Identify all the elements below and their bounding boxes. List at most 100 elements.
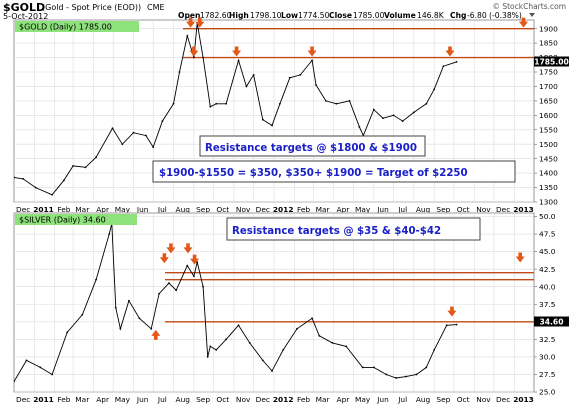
silver-price-point [186,264,189,267]
gold-price-point [324,99,327,102]
gold-price-point [51,193,53,196]
chg-label: Chg [450,11,466,20]
gold-price-point [372,108,375,111]
silver-x-tick-label: Jul [157,395,167,404]
chevron-down-icon[interactable] [529,13,535,17]
gold-price-point [348,99,351,102]
gold-price-point [261,118,264,121]
gold-y-tick-label: 1750 [539,68,558,77]
silver-price-point [361,366,364,369]
silver-price-point [405,375,407,378]
down-arrow-icon [190,254,200,265]
gold-last-price-bg [534,56,569,67]
silver-x-axis: Dec 2011 Feb Mar Apr May Jun Jul Aug Sep Oct Nov Dec… [16,395,534,404]
gold-x-tick-label: Apr [96,205,110,214]
silver-price-point [202,285,204,288]
silver-price-point [119,327,122,330]
down-arrow-icon [183,243,193,254]
gold-x-tick-label: Oct [457,205,470,214]
gold-price-point [245,85,248,88]
gold-x-tick-label: Dec [256,205,270,214]
gold-x-tick-label: Oct [216,205,229,214]
volume-label: Volume [384,11,416,20]
gold-price-point [358,125,361,128]
gold-annotation-1: Resistance targets @ $1800 & $1900 [205,143,417,154]
gold-price-point [111,127,114,130]
gold-y-tick-label: 1550 [539,125,558,134]
gold-price-point [311,59,313,62]
silver-price-point [108,233,111,235]
silver-price-point [138,317,141,320]
silver-annotation: Resistance targets @ $35 & $40-$42 [232,226,441,237]
gold-x-tick-label: Jul [157,205,167,214]
silver-legend-text: $SILVER (Daily) 34.60 [19,216,106,225]
up-arrow-icon [151,329,161,340]
silver-x-tick-label: 2011 [33,395,54,404]
silver-y-tick-label: 37.5 [539,300,556,309]
silver-y-tick-label: 42.5 [539,265,556,274]
silver-price-point [331,341,334,344]
gold-price-point [72,164,74,167]
silver-legend-box [15,214,137,225]
down-arrow-icon [186,17,196,28]
gold-x-tick-label: Jun [376,205,389,214]
gold-price-point [252,73,255,76]
gold-x-tick-label: Aug [176,205,191,214]
chg-value: -6.80 (-0.38%) [467,11,522,20]
gold-price-point [442,65,445,68]
gold-y-axis: 1300 1350 1400 1450 1500 1550 1600 1650 1700 1750… [534,24,558,207]
silver-price-point [395,377,398,379]
down-arrow-icon [447,306,457,317]
exchange-label: CME [147,3,165,12]
gold-x-tick-label: Dec [496,205,510,214]
silver-y-tick-label: 40.0 [539,282,556,291]
gold-x-tick-label: Dec [16,205,30,214]
gold-x-tick-label: Feb [297,205,310,214]
gold-price-point [34,186,37,189]
silver-x-tick-label: Apr [337,395,351,404]
down-arrow-icon [515,252,525,263]
gold-price-point [209,105,212,108]
gold-price-point [178,71,181,73]
gold-annotation-2-box [152,160,516,183]
gold-x-tick-label: 2012 [273,205,294,214]
gold-price-point [95,156,97,159]
gold-price-point [401,120,404,123]
close-label: Close [329,11,352,20]
gold-x-tick-label: Nov [476,205,491,214]
gold-price-point [237,59,240,62]
down-arrow-icon [166,243,176,254]
gold-price-point [22,177,25,180]
silver-x-tick-label: Feb [57,395,70,404]
silver-x-tick-label: Aug [176,395,191,404]
gold-price-point [288,76,291,79]
silver-x-tick-label: Jun [376,395,389,404]
gold-x-tick-label: Sep [196,205,210,214]
silver-price-point [445,324,448,327]
silver-annotation-box [226,217,481,241]
silver-last-price: 34.60 [539,318,563,327]
silver-x-tick-label: Apr [96,395,110,404]
down-arrow-icon [232,46,242,57]
gold-price-points [14,21,458,196]
down-arrow-icon [195,17,205,28]
silver-price-point [311,317,313,320]
gold-price-point [186,34,189,37]
down-arrow-icon [518,17,528,28]
silver-last-price-bg [534,316,569,327]
down-arrow-icon [159,253,169,264]
gold-x-tick-label: Aug [416,205,431,214]
open-value: 1782.60 [200,11,232,20]
gold-price-point [121,143,124,146]
silver-price-point [175,289,178,292]
silver-price-point [261,359,264,362]
silver-price-point [25,359,28,362]
gold-y-tick-label: 1350 [539,183,558,192]
gold-price-point [335,102,338,105]
gold-price-point [425,102,428,105]
gold-price-point [132,131,135,134]
open-label: Open [178,11,200,20]
silver-x-tick-label: Oct [216,395,229,404]
silver-price-point [271,370,273,372]
silver-price-point [215,348,218,351]
